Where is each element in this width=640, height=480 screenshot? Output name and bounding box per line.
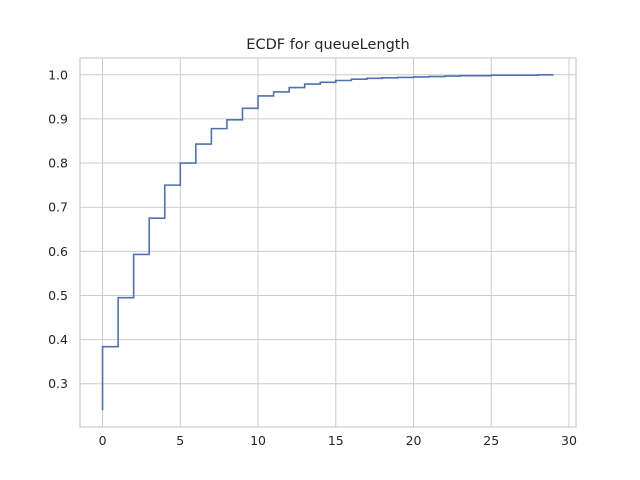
- y-tick-label: 0.5: [48, 288, 68, 303]
- y-tick-label: 0.3: [48, 376, 68, 391]
- plot-area: [101, 73, 554, 411]
- plot-frame: [79, 57, 577, 428]
- x-axis: 0 5 10 15 20 25 30: [99, 433, 577, 448]
- chart-title: ECDF for queueLength: [246, 37, 409, 53]
- y-tick-label: 0.7: [48, 200, 68, 215]
- y-tick-label: 0.4: [48, 332, 68, 347]
- ecdf-series-line: [101, 73, 554, 411]
- x-tick-label: 15: [328, 433, 344, 448]
- grid: [80, 58, 576, 427]
- x-tick-label: 5: [176, 433, 184, 448]
- x-tick-label: 20: [406, 433, 422, 448]
- x-tick-label: 0: [99, 433, 107, 448]
- y-tick-label: 0.8: [48, 156, 68, 171]
- y-tick-label: 0.6: [48, 244, 68, 259]
- y-tick-label: 0.9: [48, 111, 68, 126]
- y-tick-label: 1.0: [48, 67, 68, 82]
- x-tick-label: 10: [250, 433, 266, 448]
- x-tick-label: 25: [483, 433, 499, 448]
- y-axis: 0.3 0.4 0.5 0.6 0.7 0.8 0.9 1.0: [48, 67, 68, 391]
- x-tick-label: 30: [561, 433, 577, 448]
